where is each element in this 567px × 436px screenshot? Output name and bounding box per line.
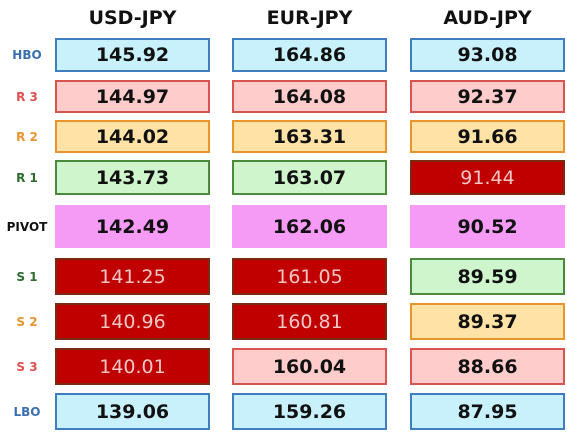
- cell: 90.52: [410, 205, 565, 248]
- cell: 161.05: [232, 258, 387, 295]
- row-label: S 2: [16, 314, 38, 329]
- cell: 89.37: [410, 303, 565, 340]
- cell: 139.06: [55, 393, 210, 430]
- cell: 142.49: [55, 205, 210, 248]
- cell: 144.97: [55, 80, 210, 113]
- cell: 91.66: [410, 120, 565, 153]
- row-label: S 1: [16, 269, 38, 284]
- row-label: R 2: [16, 129, 38, 144]
- cell: 87.95: [410, 393, 565, 430]
- cell: 89.59: [410, 258, 565, 295]
- cell: 141.25: [55, 258, 210, 295]
- row-label: LBO: [13, 404, 41, 419]
- column-header: USD-JPY: [88, 7, 177, 29]
- cell: 164.08: [232, 80, 387, 113]
- column-header: AUD-JPY: [443, 7, 532, 29]
- cell: 145.92: [55, 38, 210, 72]
- cell: 160.81: [232, 303, 387, 340]
- cell: 144.02: [55, 120, 210, 153]
- row-label: R 3: [16, 89, 38, 104]
- row-label: R 1: [16, 170, 38, 185]
- column-header: EUR-JPY: [266, 7, 353, 29]
- cell: 93.08: [410, 38, 565, 72]
- row-label: S 3: [16, 359, 38, 374]
- cell: 160.04: [232, 348, 387, 385]
- cell: 88.66: [410, 348, 565, 385]
- cell: 164.86: [232, 38, 387, 72]
- cell: 162.06: [232, 205, 387, 248]
- cell: 159.26: [232, 393, 387, 430]
- cell: 143.73: [55, 160, 210, 195]
- cell: 91.44: [410, 160, 565, 195]
- cell: 163.31: [232, 120, 387, 153]
- cell: 140.96: [55, 303, 210, 340]
- cell: 92.37: [410, 80, 565, 113]
- cell: 163.07: [232, 160, 387, 195]
- cell: 140.01: [55, 348, 210, 385]
- row-label: HBO: [12, 48, 42, 62]
- row-label: PIVOT: [6, 219, 48, 234]
